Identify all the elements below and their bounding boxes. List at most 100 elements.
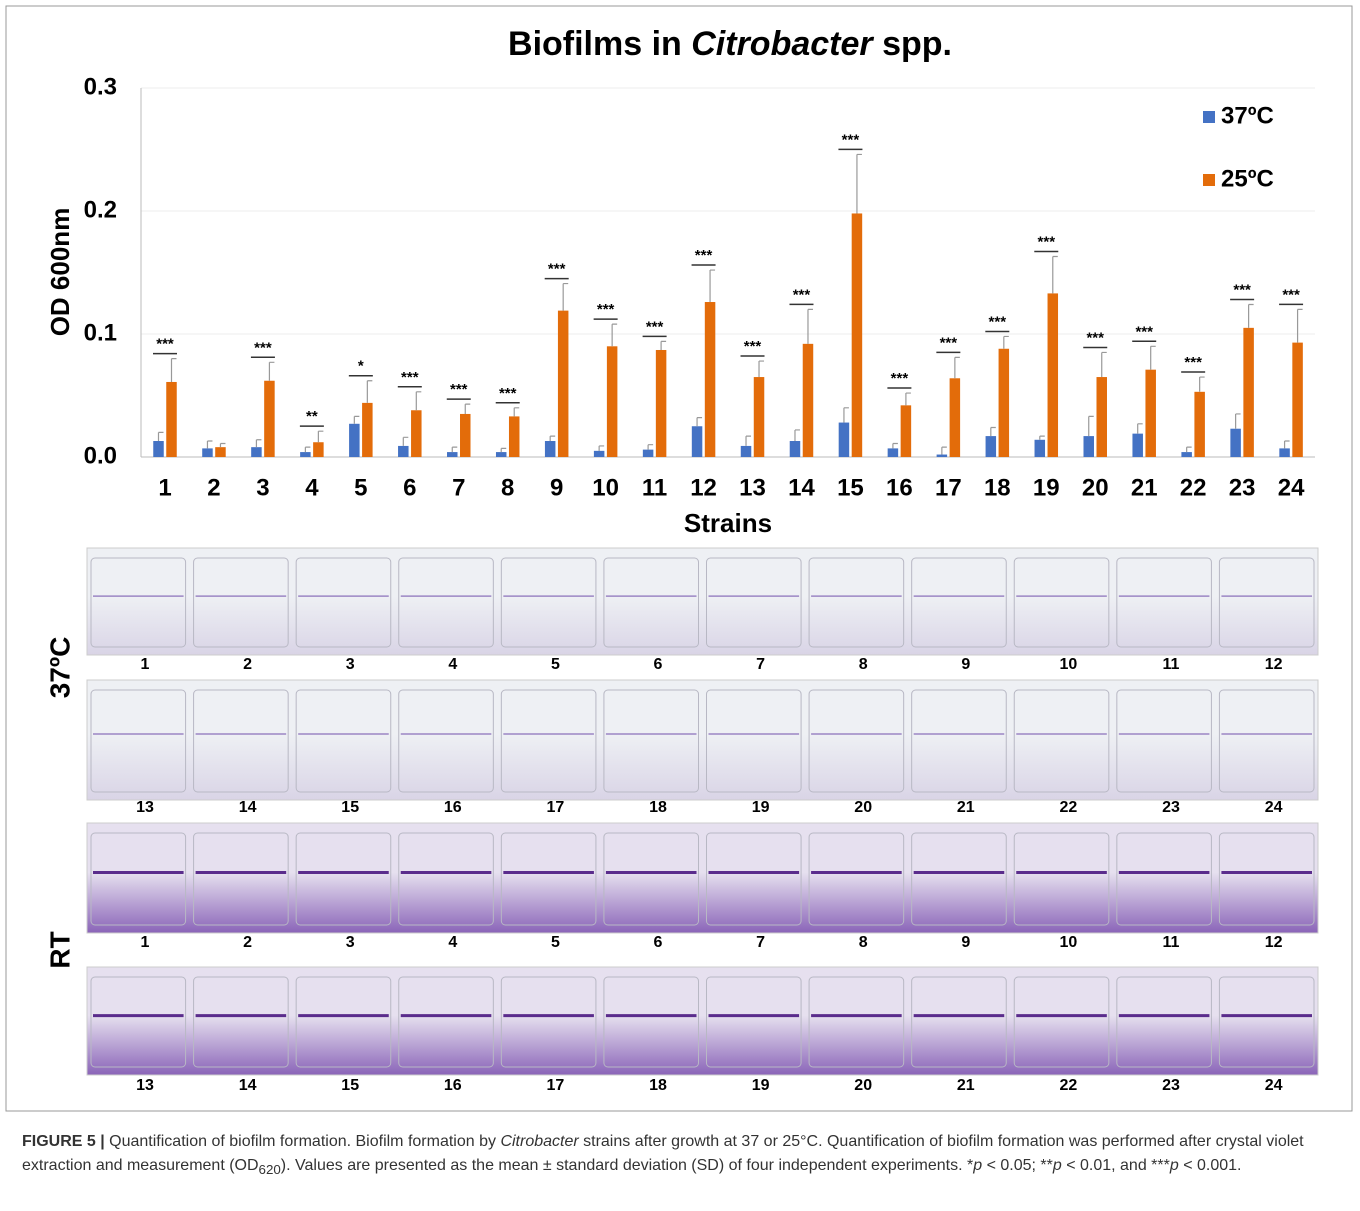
x-tick-label: 18 xyxy=(984,474,1011,501)
error-bar xyxy=(415,391,422,411)
bar xyxy=(202,448,213,457)
strip-label: 11 xyxy=(1163,656,1180,673)
caption-text: Quantification of biofilm formation. Bio… xyxy=(104,1133,501,1150)
well xyxy=(706,689,802,793)
x-tick-label: 10 xyxy=(592,474,619,501)
strip-label: 24 xyxy=(1265,1077,1283,1094)
strip-label: 18 xyxy=(649,799,667,816)
bar xyxy=(447,452,458,457)
bar xyxy=(593,450,605,457)
strip-label: 2 xyxy=(243,656,252,673)
significance-label: *** xyxy=(1135,323,1153,340)
bar xyxy=(1047,293,1059,457)
strip-label: 20 xyxy=(854,1077,872,1094)
x-tick-label: 11 xyxy=(642,474,667,501)
well xyxy=(90,976,187,1068)
caption: FIGURE 5 | Quantification of biofilm for… xyxy=(22,1130,1342,1182)
well xyxy=(1218,689,1315,793)
strip-label: 18 xyxy=(649,1077,667,1094)
well xyxy=(911,976,1007,1068)
strip-label: 3 xyxy=(346,656,355,673)
well xyxy=(193,557,289,648)
caption-text: strains after growth at 37 or 25°C. Quan… xyxy=(22,1133,1304,1174)
well xyxy=(500,689,597,793)
error-bar xyxy=(794,429,800,442)
error-bar xyxy=(1296,308,1303,343)
well xyxy=(911,689,1007,793)
bar xyxy=(642,449,654,457)
strip-label: 2 xyxy=(243,934,252,951)
well xyxy=(603,976,700,1068)
panel-label: 37ºC xyxy=(44,637,75,699)
significance-label: *** xyxy=(1233,281,1251,298)
x-tick-label: 7 xyxy=(452,474,465,501)
well xyxy=(398,832,494,926)
significance-label: *** xyxy=(254,339,272,356)
bar xyxy=(313,442,324,457)
strip-label: 6 xyxy=(654,934,663,951)
error-bar xyxy=(219,442,226,448)
strip-label: 5 xyxy=(551,934,560,951)
bar xyxy=(251,447,262,457)
strip-label: 7 xyxy=(756,934,765,951)
strip-label: 9 xyxy=(961,656,970,673)
well xyxy=(295,557,392,648)
error-bar xyxy=(709,269,716,303)
well xyxy=(90,689,187,793)
significance-label: ** xyxy=(306,408,318,425)
bar xyxy=(153,441,164,457)
well xyxy=(295,689,392,793)
photo-strip xyxy=(86,547,1319,656)
error-bar xyxy=(157,431,164,442)
error-bar xyxy=(611,323,618,347)
error-bar xyxy=(562,282,569,311)
strip-label: 8 xyxy=(859,656,868,673)
significance-label: *** xyxy=(1086,329,1104,346)
well xyxy=(398,689,494,793)
strip-label: 12 xyxy=(1265,934,1283,951)
well xyxy=(706,832,802,926)
x-tick-label: 16 xyxy=(886,474,913,501)
significance-label: *** xyxy=(548,261,566,278)
figure-border xyxy=(5,5,1353,1112)
well xyxy=(398,557,494,648)
bar xyxy=(544,441,556,457)
bar xyxy=(900,405,912,457)
x-tick-label: 20 xyxy=(1082,474,1109,501)
error-bar xyxy=(451,446,458,453)
caption-text: p xyxy=(1169,1157,1179,1174)
strip-label: 3 xyxy=(346,934,355,951)
significance-label: *** xyxy=(1038,233,1056,250)
legend-label: 25ºC xyxy=(1221,165,1274,192)
error-bar xyxy=(1283,440,1290,449)
error-bar xyxy=(696,417,703,427)
well xyxy=(500,557,597,648)
bar xyxy=(1034,439,1046,457)
caption-text: p xyxy=(1052,1157,1062,1174)
significance-label: *** xyxy=(989,313,1007,330)
strip-label: 20 xyxy=(854,799,872,816)
strip-label: 17 xyxy=(547,799,565,816)
significance-label: *** xyxy=(744,338,762,355)
legend-swatch xyxy=(1203,111,1215,123)
bar xyxy=(1083,436,1094,457)
y-tick-label: 0.0 xyxy=(84,442,117,469)
strip-label: 24 xyxy=(1265,799,1283,816)
strip-label: 14 xyxy=(239,1077,257,1094)
strip-label: 1 xyxy=(141,656,150,673)
legend-label: 37ºC xyxy=(1221,102,1274,129)
well xyxy=(500,832,597,926)
x-tick-label: 6 xyxy=(403,474,416,501)
x-tick-label: 19 xyxy=(1033,474,1060,501)
bar xyxy=(949,378,961,457)
well xyxy=(1218,976,1315,1068)
well xyxy=(295,976,392,1068)
well xyxy=(193,976,289,1068)
error-bar xyxy=(1137,423,1143,434)
caption-text: 620 xyxy=(258,1162,281,1178)
error-bar xyxy=(1101,351,1107,378)
title-part: Biofilms in xyxy=(508,25,691,63)
bar xyxy=(398,445,409,457)
significance-label: *** xyxy=(597,301,615,318)
